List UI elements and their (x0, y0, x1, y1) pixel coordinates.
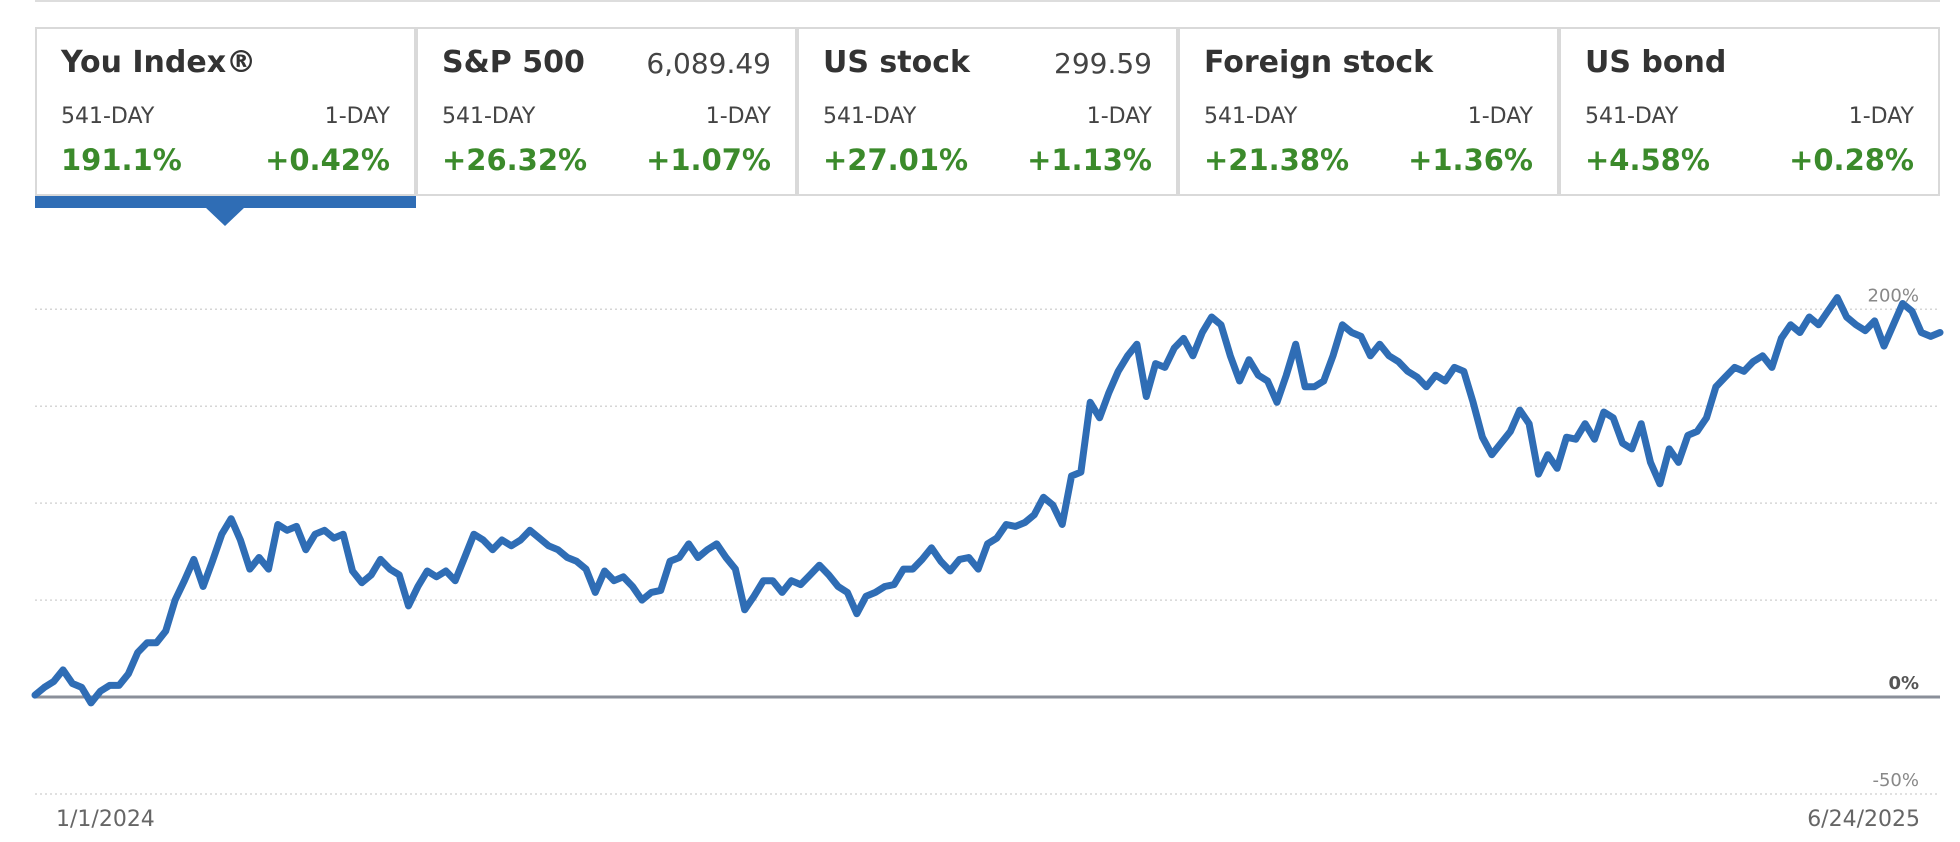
tab-name: Foreign stock (1204, 45, 1434, 80)
period-label: 541-DAY (1585, 104, 1679, 129)
period-label: 1-DAY (324, 104, 390, 129)
period-change: 191.1% (61, 143, 182, 177)
index-tab[interactable]: Foreign stock 541-DAY 1-DAY +21.38% +1.36% (1178, 27, 1559, 196)
index-tab[interactable]: S&P 500 6,089.49 541-DAY 1-DAY +26.32% +1.07% (416, 27, 797, 196)
period-label: 541-DAY (442, 104, 536, 129)
period-label: 541-DAY (1204, 104, 1298, 129)
y-tick-label: 200% (1868, 285, 1919, 306)
selected-indicator (35, 196, 416, 208)
period-change: +27.01% (823, 143, 969, 177)
tab-name: US bond (1585, 45, 1727, 80)
index-line (31, 294, 1944, 707)
index-tab[interactable]: US stock 299.59 541-DAY 1-DAY +27.01% +1.13% (797, 27, 1178, 196)
x-axis-end: 6/24/2025 (1807, 807, 1920, 832)
period-label: 541-DAY (823, 104, 917, 129)
period-change: +1.36% (1408, 143, 1533, 177)
tab-price: 6,089.49 (646, 47, 771, 80)
index-tab[interactable]: US bond 541-DAY 1-DAY +4.58% +0.28% (1559, 27, 1940, 196)
selected-caret (205, 207, 245, 226)
period-label: 1-DAY (1086, 104, 1152, 129)
period-change: +4.58% (1585, 143, 1710, 177)
y-tick-label: 0% (1888, 673, 1919, 694)
period-label: 1-DAY (1467, 104, 1533, 129)
period-change: +0.42% (265, 143, 390, 177)
tab-price: 299.59 (1054, 47, 1152, 80)
period-change: +21.38% (1204, 143, 1350, 177)
top-divider (35, 0, 1940, 2)
index-tab[interactable]: You Index® 541-DAY 1-DAY 191.1% +0.42% (35, 27, 416, 196)
period-change: +26.32% (442, 143, 588, 177)
period-label: 1-DAY (705, 104, 771, 129)
period-change: +1.07% (646, 143, 771, 177)
y-tick-label: -50% (1872, 770, 1919, 791)
x-axis-start: 1/1/2024 (56, 807, 155, 832)
period-label: 1-DAY (1848, 104, 1914, 129)
tab-name: You Index® (61, 45, 257, 80)
period-change: +1.13% (1027, 143, 1152, 177)
tab-name: S&P 500 (442, 45, 585, 80)
tab-name: US stock (823, 45, 970, 80)
period-change: +0.28% (1789, 143, 1914, 177)
period-label: 541-DAY (61, 104, 155, 129)
